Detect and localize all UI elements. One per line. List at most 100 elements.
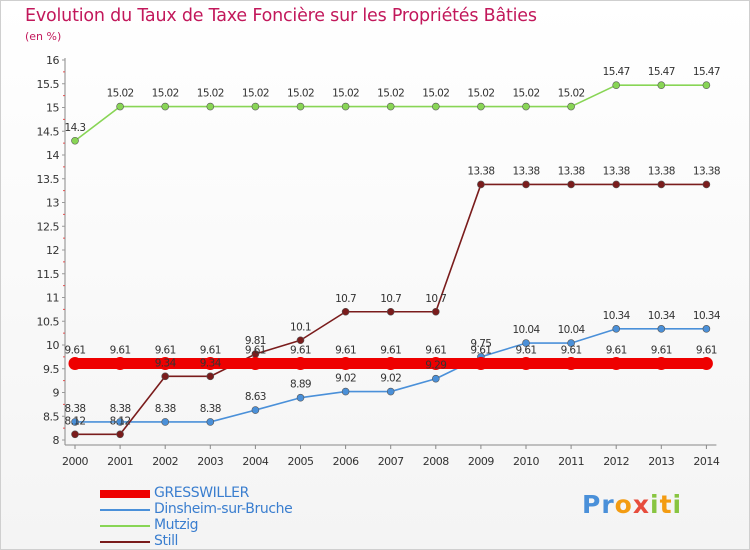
data-point <box>161 418 169 426</box>
data-label: 13.38 <box>648 165 675 177</box>
data-label: 9.75 <box>470 338 491 350</box>
data-point <box>474 357 488 371</box>
data-point <box>296 102 305 111</box>
data-point <box>657 81 666 89</box>
data-point <box>699 357 713 371</box>
data-label: 9.61 <box>696 345 717 357</box>
data-label: 9.61 <box>561 345 582 357</box>
data-point <box>431 374 440 383</box>
data-point <box>429 357 443 371</box>
data-label: 9.61 <box>65 345 86 357</box>
data-point <box>522 180 530 189</box>
data-label: 13.38 <box>603 165 630 177</box>
data-label: 9.61 <box>200 345 221 357</box>
data-point <box>431 307 440 316</box>
data-label: 15.02 <box>558 88 585 100</box>
data-label: 14.3 <box>65 122 86 134</box>
data-label: 15.47 <box>693 66 720 78</box>
data-point <box>206 102 215 111</box>
legend-label: Still <box>154 533 179 549</box>
logo-letter: o <box>614 490 633 519</box>
data-label: 15.47 <box>603 66 630 78</box>
data-label: 15.02 <box>107 88 134 100</box>
data-point <box>296 393 305 402</box>
legend-label: Dinsheim-sur-Bruche <box>154 501 293 517</box>
data-point <box>68 357 82 371</box>
x-tick-label: 2007 <box>378 455 404 468</box>
y-tick-label: 8.5 <box>43 410 59 423</box>
data-point <box>203 357 217 371</box>
data-point <box>477 180 485 189</box>
data-label: 9.61 <box>606 345 627 357</box>
data-label: 15.47 <box>648 66 675 78</box>
data-point <box>71 430 79 439</box>
data-label: 8.38 <box>65 403 86 415</box>
data-label: 9.02 <box>335 373 356 385</box>
y-tick-label: 11 <box>46 292 59 305</box>
data-point <box>386 102 395 111</box>
data-point <box>384 357 398 371</box>
data-point <box>612 325 621 333</box>
data-label: 9.02 <box>380 373 401 385</box>
legend-swatch <box>100 490 150 498</box>
data-label: 15.02 <box>287 88 314 100</box>
data-point <box>341 307 350 316</box>
data-point <box>522 102 530 111</box>
x-tick-label: 2010 <box>513 455 539 468</box>
x-tick-label: 2005 <box>288 455 314 468</box>
data-point <box>341 387 350 396</box>
x-tick-label: 2013 <box>648 455 674 468</box>
x-tick-label: 2006 <box>333 455 359 468</box>
data-label: 8.12 <box>110 415 131 427</box>
data-label: 8.38 <box>155 403 176 415</box>
data-label: 15.02 <box>197 88 224 100</box>
y-tick-label: 14.5 <box>37 125 60 138</box>
data-label: 9.29 <box>425 360 446 372</box>
chart-title: Evolution du Taux de Taxe Foncière sur l… <box>25 6 537 26</box>
data-label: 10.34 <box>648 310 676 322</box>
data-label: 10.34 <box>693 310 721 322</box>
data-label: 8.89 <box>290 379 311 391</box>
logo-letter: i <box>650 490 660 519</box>
chart-subtitle: (en %) <box>25 30 62 43</box>
data-point <box>341 102 350 111</box>
data-point <box>567 180 575 189</box>
data-point <box>158 357 172 371</box>
x-tick-label: 2002 <box>152 455 178 468</box>
y-tick-label: 15 <box>46 102 59 115</box>
legend-swatch <box>100 541 150 543</box>
data-point <box>161 102 169 111</box>
data-point <box>612 180 621 189</box>
data-label: 13.38 <box>512 165 539 177</box>
y-tick-label: 8 <box>53 434 60 447</box>
y-tick-label: 9 <box>53 387 60 400</box>
x-tick-label: 2014 <box>693 455 719 468</box>
data-point <box>71 418 79 426</box>
data-label: 10.34 <box>603 310 631 322</box>
data-point <box>431 102 440 111</box>
y-tick-label: 15.5 <box>37 78 60 91</box>
legend-label: GRESSWILLER <box>154 485 249 501</box>
data-label: 9.34 <box>200 357 222 369</box>
x-tick-label: 2012 <box>603 455 629 468</box>
data-point <box>657 325 666 333</box>
data-point <box>386 307 395 316</box>
data-point <box>339 357 353 371</box>
data-point <box>71 136 79 145</box>
y-tick-label: 10.5 <box>37 315 60 328</box>
y-tick-label: 12 <box>46 244 59 257</box>
data-point <box>519 357 533 371</box>
data-point <box>702 180 711 189</box>
data-label: 13.38 <box>693 165 720 177</box>
data-point <box>116 430 124 439</box>
proxiti-logo: Proxiti <box>582 490 682 519</box>
data-point <box>657 180 666 189</box>
logo-letter: i <box>672 490 683 519</box>
x-tick-label: 2001 <box>107 455 133 468</box>
data-point <box>113 357 127 371</box>
data-label: 9.61 <box>155 345 176 357</box>
data-label: 13.38 <box>558 165 585 177</box>
data-point <box>296 336 305 345</box>
data-label: 9.61 <box>470 345 491 357</box>
